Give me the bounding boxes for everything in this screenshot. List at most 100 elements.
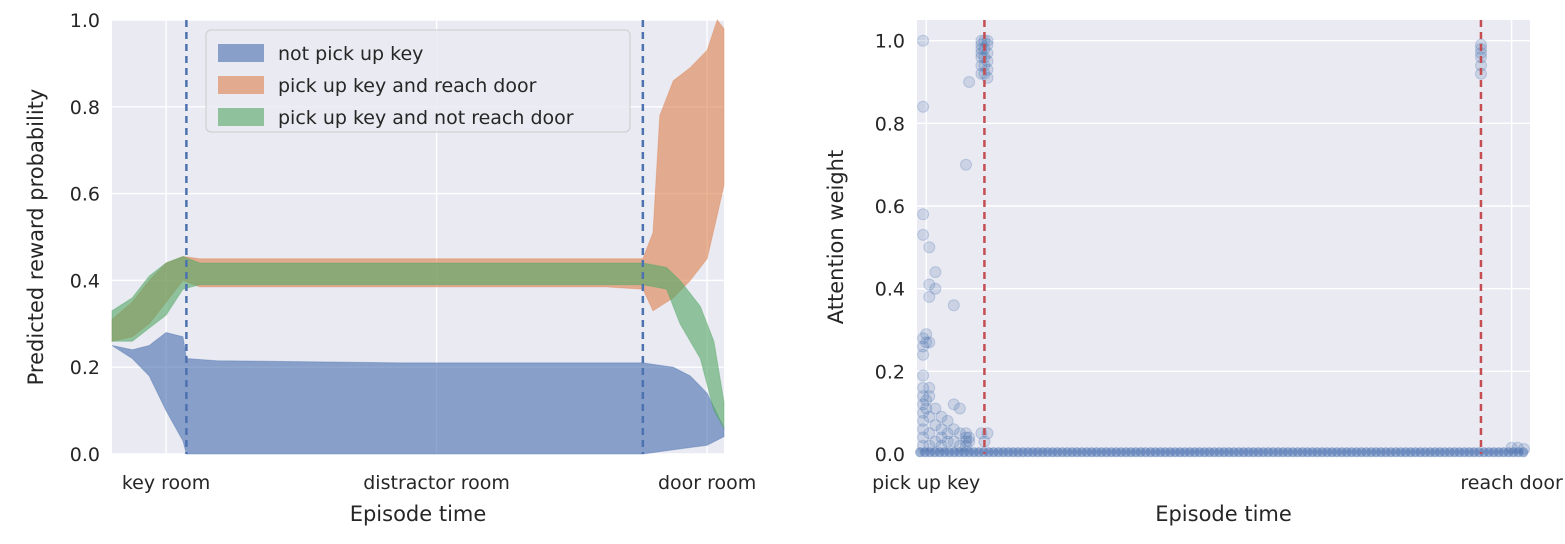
scatter-point (929, 435, 942, 448)
legend-box (205, 29, 631, 133)
legend-swatch (218, 44, 264, 62)
scatter-point (947, 435, 960, 448)
scatter-point (917, 398, 930, 411)
y-tick-label: 1.0 (875, 31, 905, 53)
scatter-point (917, 423, 930, 436)
y-tick-label: 0.4 (875, 279, 905, 301)
scatter-point (917, 100, 930, 113)
scatter-point (917, 340, 930, 353)
scatter-point (923, 410, 936, 423)
scatter-point (923, 427, 936, 440)
right-x-ticks: pick up key reach door (872, 472, 1563, 494)
scatter-point (923, 290, 936, 303)
area-band (111, 331, 725, 455)
scatter-point (923, 381, 936, 394)
scatter-point (953, 402, 966, 415)
left-y-ticks: 0.0 0.2 0.4 0.6 0.8 1.0 (70, 10, 100, 466)
right-points (917, 34, 1530, 455)
scatter-point (941, 435, 954, 448)
y-tick-label: 0.8 (70, 97, 100, 119)
y-tick-label: 0.0 (875, 444, 905, 466)
scatter-point (935, 410, 948, 423)
scatter-point (941, 427, 954, 440)
left-y-axis-label: Predicted reward probability (24, 89, 48, 386)
left-areas (111, 18, 725, 455)
legend-label: pick up key and reach door (278, 75, 537, 97)
scatter-point (929, 419, 942, 432)
scatter-point (917, 34, 930, 47)
scatter-point (920, 402, 933, 415)
y-tick-label: 0.6 (875, 196, 905, 218)
y-tick-label: 0.4 (70, 270, 100, 292)
y-tick-label: 0.2 (70, 357, 100, 379)
scatter-point (947, 423, 960, 436)
scatter-point (960, 435, 972, 448)
right-x-axis-label: Episode time (1155, 502, 1292, 526)
scatter-point (935, 423, 948, 436)
legend-label: not pick up key (278, 43, 423, 65)
scatter-point (947, 398, 960, 411)
scatter-point (917, 228, 930, 241)
scatter-point (963, 431, 976, 444)
scatter-point (929, 402, 942, 415)
x-tick-label: door room (658, 472, 756, 494)
right-plot-background (917, 20, 1530, 454)
left-x-ticks: key room distractor room door room (122, 472, 756, 494)
left-chart: 0.0 0.2 0.4 0.6 0.8 1.0 key room distractor ro… (24, 10, 756, 526)
scatter-point (917, 369, 930, 382)
y-tick-label: 0.8 (875, 113, 905, 135)
scatter-point (960, 431, 972, 444)
area-band (111, 255, 725, 430)
x-tick-label: distractor room (363, 472, 510, 494)
right-baseline-dots (915, 447, 1529, 458)
scatter-point (960, 439, 972, 452)
scatter-point (917, 406, 930, 419)
scatter-point (917, 439, 930, 452)
scatter-point (923, 241, 936, 254)
scatter-point (935, 439, 948, 452)
scatter-point (1511, 441, 1524, 454)
scatter-point (923, 336, 936, 349)
scatter-point (917, 390, 930, 403)
scatter-point (929, 282, 942, 295)
scatter-point (917, 208, 930, 221)
scatter-point (923, 390, 936, 403)
scatter-point (953, 439, 966, 452)
right-vlines (983, 20, 1483, 454)
legend: not pick up key pick up key and reach doo… (205, 29, 631, 133)
scatter-point (917, 332, 930, 345)
legend-swatch (218, 76, 264, 94)
right-y-ticks: 0.0 0.2 0.4 0.6 0.8 1.0 (875, 31, 905, 466)
scatter-point (960, 158, 972, 171)
right-chart: 0.0 0.2 0.4 0.6 0.8 1.0 pick up key reach door… (824, 20, 1563, 526)
scatter-point (1517, 443, 1530, 455)
scatter-point (917, 431, 930, 444)
scatter-point (917, 348, 930, 361)
x-tick-label: key room (122, 472, 210, 494)
scatter-point (960, 427, 972, 440)
scatter-point (923, 278, 936, 291)
scatter-point (935, 431, 948, 444)
scatter-point (917, 414, 930, 427)
scatter-point (963, 435, 976, 448)
scatter-point (953, 427, 966, 440)
legend-label: pick up key and not reach door (278, 107, 574, 129)
y-tick-label: 0.2 (875, 361, 905, 383)
y-tick-label: 0.0 (70, 444, 100, 466)
scatter-point (947, 299, 960, 312)
scatter-point (920, 328, 933, 341)
x-tick-label: reach door (1460, 472, 1563, 494)
scatter-point (923, 439, 936, 452)
scatter-point (917, 381, 930, 394)
left-x-axis-label: Episode time (350, 502, 487, 526)
x-tick-label: pick up key (872, 472, 980, 494)
y-tick-label: 1.0 (70, 10, 100, 32)
left-vlines (185, 20, 645, 454)
scatter-point (929, 266, 942, 279)
scatter-point (920, 394, 933, 407)
legend-swatch (218, 108, 264, 126)
baseline-point (1518, 447, 1529, 458)
scatter-point (963, 76, 976, 88)
scatter-point (920, 336, 933, 349)
